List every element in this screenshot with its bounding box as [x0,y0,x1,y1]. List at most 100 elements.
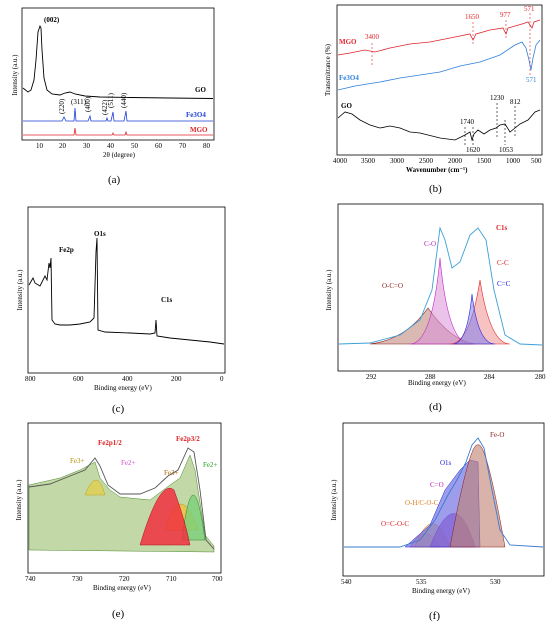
panel-a-label-220: (220) [58,98,66,114]
panel-a-label-311: (311) [71,98,87,106]
panel-e-xtick-720: 720 [119,575,130,583]
panel-a-label-002: (002) [44,16,60,24]
panel-d-label-c1s: C1s [496,224,508,232]
panel-a-legend-go: GO [195,86,206,94]
panel-f-xtick-530: 530 [490,578,501,586]
panel-a-fe3o4-line [23,107,213,122]
panel-d-label-co: C-O [424,240,436,248]
panel-a: (002) (220) (311) (400) (422) (511) (440… [11,7,215,159]
panel-b-label-812: 812 [510,98,521,106]
panel-b-label-977: 977 [500,11,511,19]
panel-b-frame [336,4,543,156]
panel-e-ylabel: Intensity (a.u.) [15,479,23,521]
panel-f-xtick-535: 535 [416,578,427,586]
caption-b: (b) [429,183,442,195]
panel-c-ylabel: Intensity (a.u.) [16,269,24,311]
panel-c-survey-line [28,237,225,345]
panel-a-xtick-60: 60 [155,142,163,150]
panel-c-xtick-800: 800 [25,375,36,383]
panel-f: Fe-O O1s C=O O-H/C-O-C O=C-O-C 540 535 5… [330,422,545,595]
panel-a-xticks: 10 20 30 40 50 60 70 80 [36,142,211,150]
panel-d-total-line [338,226,543,346]
panel-b-xtick-4000: 4000 [333,157,348,165]
panel-a-legend-mgo: MGO [190,126,208,134]
panel-a-mgo-line [23,127,213,136]
panel-b-label-1230: 1230 [490,94,505,102]
panel-d-xtick-288: 288 [425,373,436,381]
panel-d-ylabel: Intensity (a.u.) [325,269,333,311]
panel-e-xlabel: Binding energy (eV) [93,584,151,592]
panel-b-mgo-line [337,19,541,56]
panel-d-label-cdc: C=C [497,280,511,288]
panel-b-xticks: 4000 3500 3000 2500 2000 1500 1000 500 [333,157,542,165]
panel-c-xtick-600: 600 [73,375,84,383]
panel-b-label-1053: 1053 [499,146,514,154]
panel-e-xtick-700: 700 [212,575,223,583]
panel-e-label-fe2p32: Fe2p3/2 [176,435,200,443]
panel-d: C1s C-O C-C C=C O-C=O 292 288 284 280 Bi… [325,203,546,387]
panel-c-xtick-0: 0 [220,375,224,383]
panel-d-xtick-280: 280 [535,373,546,381]
panel-f-total-line [344,437,544,548]
panel-c: Fe2p O1s C1s 800 600 400 200 0 Binding e… [16,206,226,392]
panel-d-label-occo: O-C=O [382,282,403,290]
panel-b-legend-fe3o4: Fe3O4 [339,74,359,82]
panel-e-label-fe2-a: Fe2+ [121,459,136,467]
panel-b-xtick-3500: 3500 [361,157,376,165]
panel-a-xtick-30: 30 [83,142,91,150]
panel-d-label-cc: C-C [497,259,509,267]
panel-b: 3400 1650 977 571 571 1740 1620 1230 105… [324,4,543,174]
panel-e-label-fe3-b: Fe3+ [164,469,179,477]
panel-e-frame [27,422,222,574]
panel-b-xlabel: Wavenumber (cm⁻¹) [406,166,468,174]
panel-e-xtick-740: 740 [25,575,36,583]
panel-b-ylabel: Transmittance (%) [324,43,332,96]
panel-e-total-line [28,447,215,550]
panel-c-label-c1s: C1s [161,296,173,304]
panel-a-label-511: (511) [107,92,115,108]
panel-f-label-feo: Fe-O [490,431,504,439]
panel-c-frame [27,206,226,374]
panel-e-fe2-b-area [181,494,206,541]
panel-f-label-ococ: O=C-O-C [381,520,409,528]
panel-f-label-co: C=O [430,481,444,489]
panel-a-xtick-40: 40 [107,142,115,150]
caption-e: (e) [112,608,125,620]
panel-a-xtick-10: 10 [36,142,44,150]
panel-d-xticks: 292 288 284 280 [366,373,546,381]
panel-c-xticks: 800 600 400 200 0 [25,375,224,383]
panel-b-xtick-3000: 3000 [390,157,405,165]
panel-b-label-3400: 3400 [365,33,380,41]
panel-d-xtick-292: 292 [366,373,377,381]
panel-f-label-oh: O-H/C-O-C [405,499,439,507]
panel-e-xticks: 740 730 720 710 700 [25,575,223,583]
caption-f: (f) [429,610,440,622]
panel-a-label-422: (422) [101,99,109,115]
panel-b-xtick-1500: 1500 [477,157,492,165]
panel-c-xtick-200: 200 [171,375,182,383]
panel-a-xtick-20: 20 [59,142,67,150]
panel-b-label-571-blue: 571 [526,76,537,84]
panel-a-ylabel: Intensity (a.u.) [11,54,19,96]
panel-f-xtick-540: 540 [341,578,352,586]
panel-f-ylabel: Intensity (a.u.) [330,479,338,521]
panel-a-xtick-70: 70 [179,142,187,150]
panel-a-xlabel: 2θ (degree) [103,151,136,159]
panel-b-xtick-500: 500 [531,157,542,165]
panel-e-label-fe2p12: Fe2p1/2 [98,439,122,447]
panel-d-cdc-area [452,293,496,345]
panel-e: Fe3+ Fe2p1/2 Fe2+ Fe3+ Fe2p3/2 Fe2+ 740 … [15,422,223,592]
panel-c-label-o1s: O1s [94,230,106,238]
panel-d-frame [337,203,544,372]
panel-b-fe3o4-line [337,39,541,91]
panel-b-label-1650: 1650 [465,13,480,21]
panel-a-frame [21,7,215,141]
panel-f-feo-area [449,444,506,548]
panel-e-xtick-710: 710 [166,575,177,583]
panel-b-go-line [337,109,541,142]
panel-f-frame [342,422,545,577]
panel-b-label-1620: 1620 [466,146,481,154]
panel-a-legend-fe3o4: Fe3O4 [186,111,206,119]
caption-a: (a) [108,174,121,186]
